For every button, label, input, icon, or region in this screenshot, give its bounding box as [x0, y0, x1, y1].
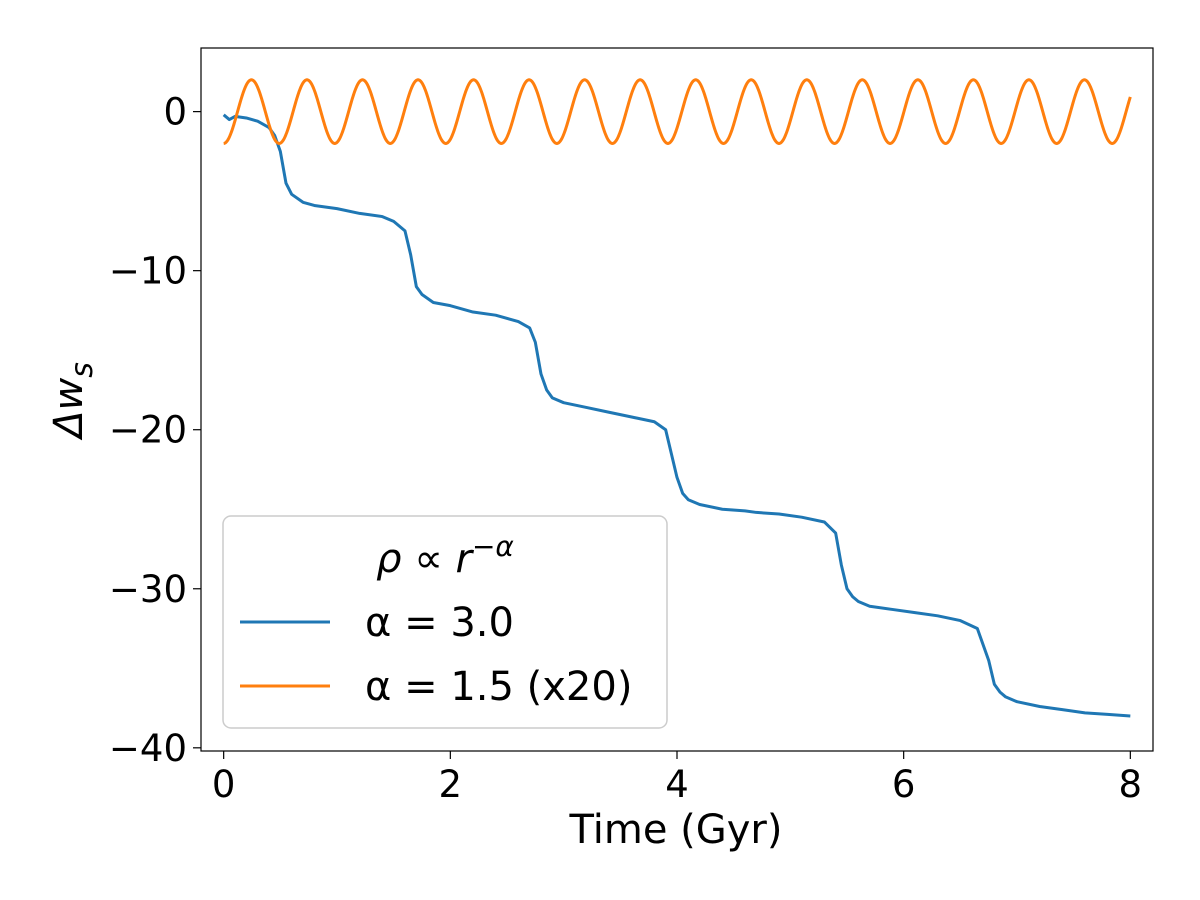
y-tick-label: −40	[109, 727, 187, 770]
x-tick-label: 2	[439, 763, 463, 806]
x-tick-label: 0	[212, 763, 236, 806]
y-tick-label: −10	[109, 250, 187, 293]
legend-label-series-2: α = 1.5 (x20)	[365, 664, 632, 710]
series-layer	[222, 78, 1132, 718]
y-axis-label-main: Δw	[46, 377, 92, 440]
x-tick-label: 6	[892, 763, 916, 806]
series-line-alpha-3	[222, 113, 1131, 718]
y-tick-label: 0	[163, 91, 187, 134]
y-axis-label: Δws	[46, 362, 100, 441]
legend-box	[222, 515, 668, 729]
legend-label-series-1: α = 3.0	[365, 600, 514, 646]
y-axis-ticks: 0 −10 −20 −30 −40	[109, 91, 201, 770]
series-line-alpha-1-5	[223, 78, 1132, 145]
x-tick-label: 8	[1119, 763, 1143, 806]
x-tick-label: 4	[665, 763, 689, 806]
legend-title: ρ ∝ r−α	[376, 530, 514, 582]
y-tick-label: −20	[109, 409, 187, 452]
y-tick-label: −30	[109, 568, 187, 611]
legend: ρ ∝ r−α α = 3.0 α = 1.5 (x20)	[222, 515, 668, 729]
svg-text:Δws: Δws	[46, 362, 100, 441]
y-axis-label-subscript: s	[65, 362, 100, 378]
legend-title-exponent: −α	[472, 530, 514, 563]
x-axis-ticks: 0 2 4 6 8	[212, 751, 1142, 806]
x-axis-label: Time (Gyr)	[569, 807, 783, 853]
